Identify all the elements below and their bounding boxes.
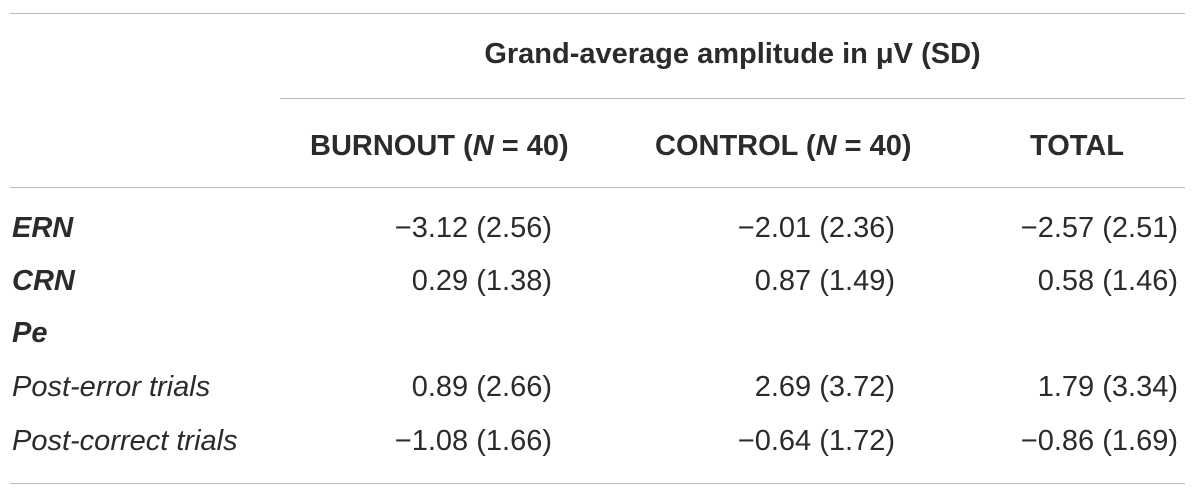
cell-burnout: 0.29 (1.38) [411, 265, 552, 297]
column-header-control: CONTROL (N = 40) [655, 130, 912, 162]
row-label: ERN [12, 212, 74, 244]
group-header-rule [280, 98, 1185, 99]
row-label: Post-correct trials [12, 425, 238, 457]
cell-total: 0.58 (1.46) [1037, 265, 1178, 297]
cell-control: −2.01 (2.36) [737, 212, 895, 244]
table-row: ERN −3.12 (2.56) −2.01 (2.36) −2.57 (2.5… [0, 208, 1200, 248]
cell-burnout: −3.12 (2.56) [394, 212, 552, 244]
table-top-rule [10, 13, 1185, 14]
cell-total: 1.79 (3.34) [1037, 371, 1178, 403]
cell-total: −2.57 (2.51) [1020, 212, 1178, 244]
table-bottom-rule [10, 483, 1185, 484]
table-row: Pe [0, 313, 1200, 353]
row-label: CRN [12, 265, 75, 297]
cell-control: 2.69 (3.72) [754, 371, 895, 403]
cell-burnout: −1.08 (1.66) [394, 425, 552, 457]
cell-control: 0.87 (1.49) [754, 265, 895, 297]
table-row: Post-correct trials −1.08 (1.66) −0.64 (… [0, 421, 1200, 461]
row-label: Post-error trials [12, 371, 211, 403]
cell-burnout: 0.89 (2.66) [411, 371, 552, 403]
cell-control: −0.64 (1.72) [737, 425, 895, 457]
column-header-burnout: BURNOUT (N = 40) [310, 130, 569, 162]
table-row: Post-error trials 0.89 (2.66) 2.69 (3.72… [0, 367, 1200, 407]
cell-total: −0.86 (1.69) [1020, 425, 1178, 457]
table-row: CRN 0.29 (1.38) 0.87 (1.49) 0.58 (1.46) [0, 261, 1200, 301]
column-header-total: TOTAL [1030, 130, 1124, 162]
header-rule [10, 187, 1185, 188]
row-label: Pe [12, 317, 48, 349]
group-header: Grand-average amplitude in μV (SD) [484, 38, 981, 70]
